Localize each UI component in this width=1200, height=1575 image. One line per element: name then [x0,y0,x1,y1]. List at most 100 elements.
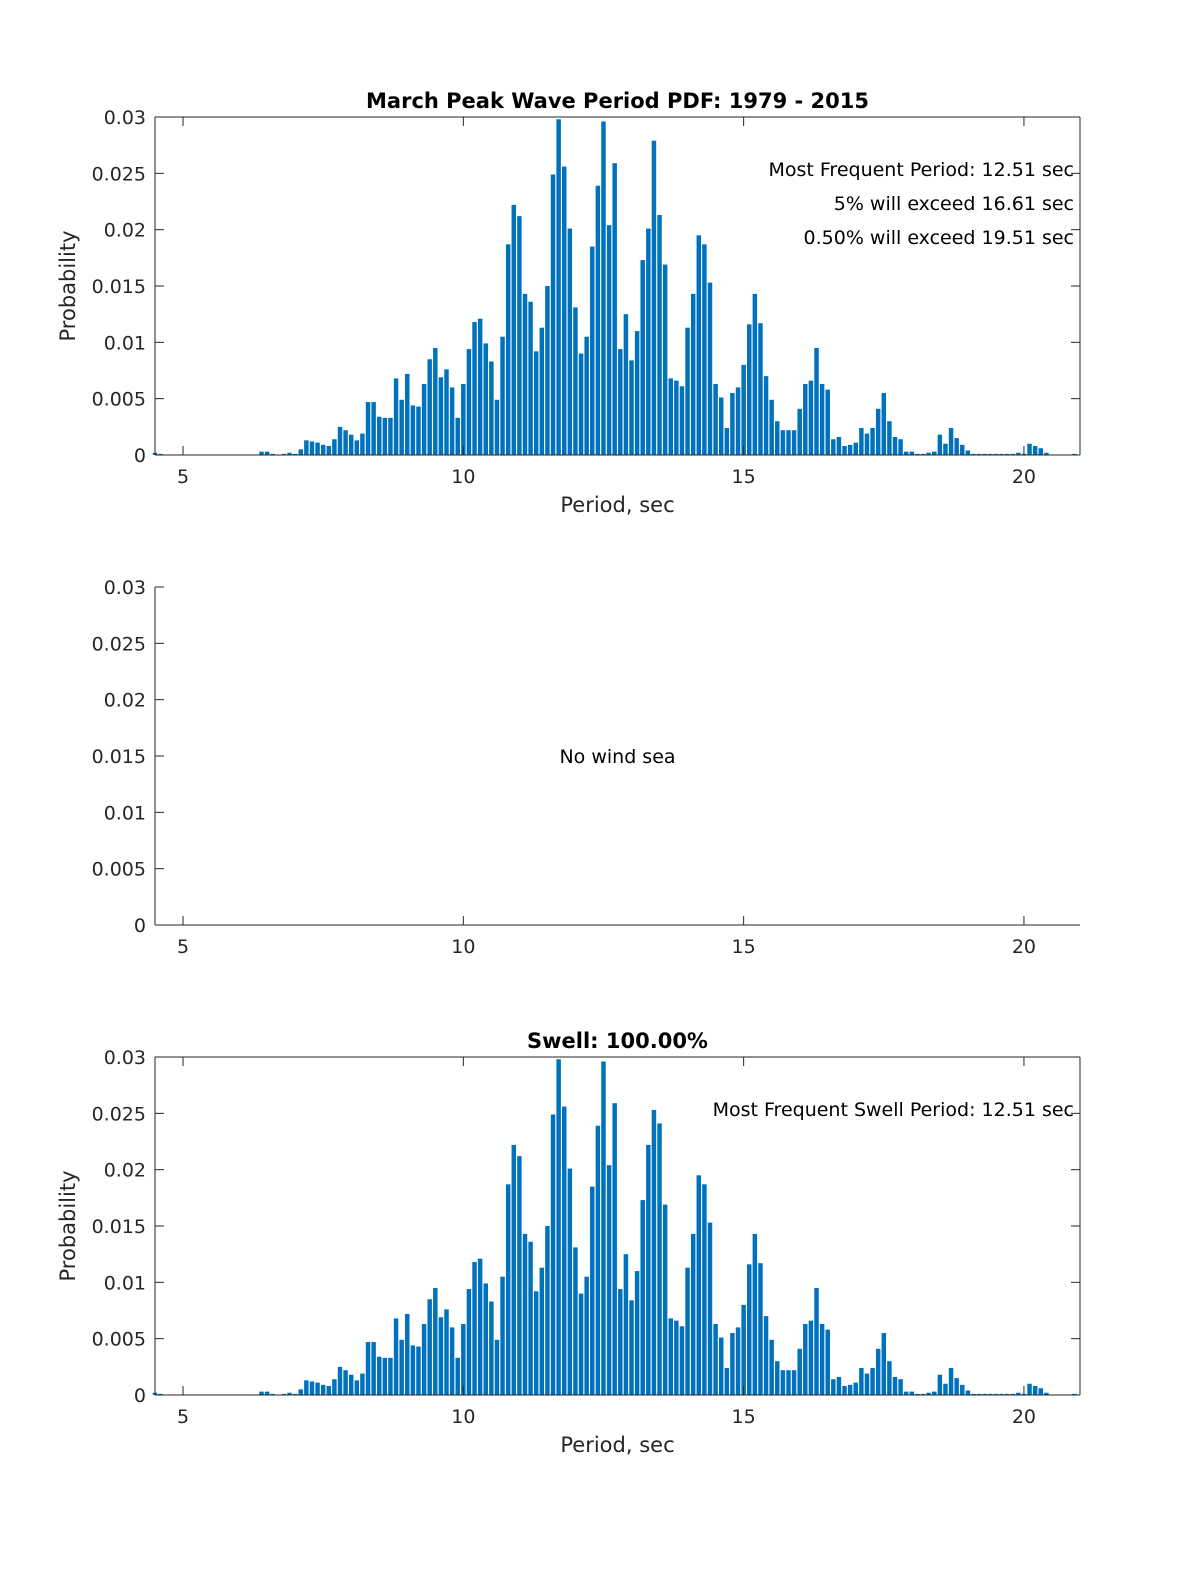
bar [590,1186,595,1395]
bar [399,1339,404,1395]
y-axis-label: Probability [56,230,80,341]
annotation-text: Most Frequent Swell Period: 12.51 sec [713,1099,1074,1121]
bar [634,1271,640,1395]
bar [831,439,836,455]
bar [410,405,416,455]
bar [993,1393,999,1395]
bar [337,426,343,455]
bar [505,244,511,455]
bar [158,453,163,455]
bar [416,406,421,455]
bar [831,1379,836,1395]
bar [932,451,937,455]
bar [1027,443,1032,455]
bar [416,1346,421,1395]
bar [707,282,713,455]
bar [786,1370,791,1395]
bar [505,1184,511,1395]
bar [735,387,741,455]
bar [640,260,645,455]
no-data-message: No wind sea [559,746,675,768]
y-tick-label: 0 [134,1385,146,1407]
bar [494,399,500,455]
bar [747,324,752,455]
x-tick-label: 20 [1012,1406,1036,1428]
y-tick-label: 0.005 [92,389,146,411]
bar [304,440,309,455]
bar [259,1391,264,1395]
bar [292,1393,298,1395]
bar [309,1381,315,1395]
bar [545,286,550,455]
y-tick-label: 0.015 [92,1216,146,1238]
bar [326,445,332,455]
bar [590,246,595,455]
bar [489,1301,494,1395]
bar [494,1339,500,1395]
bar [1032,1385,1038,1395]
annotation-text: Most Frequent Period: 12.51 sec [768,159,1074,181]
bar [354,440,360,455]
bar [315,442,320,455]
bar [657,215,662,455]
bar [881,393,887,455]
bar [371,402,376,455]
bar [377,1356,382,1395]
bar [567,1168,573,1395]
bar [724,427,730,455]
bar [315,1382,320,1395]
bar [343,1370,348,1395]
bar [887,421,892,455]
bar [601,121,606,455]
bar [646,1144,651,1395]
panel-swell: 0 0.005 0.01 0.015 0.02 0.025 0.03 5 10 15 20 Swell… [56,1029,1081,1457]
bar [578,1293,584,1395]
bar [461,384,466,455]
bar [595,185,601,456]
bar [943,1383,948,1395]
bar [915,453,920,455]
bar [870,427,875,455]
bar [287,1392,292,1395]
bar [702,244,707,455]
bar [718,397,724,455]
bar [612,163,617,455]
bar [158,1393,163,1395]
bar [584,1276,589,1395]
bar [960,444,965,455]
bar [948,1367,954,1395]
bar [780,430,786,455]
bar [618,349,623,455]
bar [937,434,943,455]
y-tick-label: 0 [134,915,146,937]
bar [758,323,763,455]
y-tick-label: 0.03 [104,1047,146,1069]
y-tick-label: 0.02 [104,220,146,242]
bar [791,1370,797,1395]
bar [343,430,348,455]
bar [405,1313,410,1395]
bar [898,439,903,455]
bar [421,1324,427,1395]
bar [556,1059,561,1395]
bar [461,1324,466,1395]
bar [567,228,573,455]
bar [903,1391,909,1395]
bar-series [152,1059,1077,1395]
bar [309,441,315,455]
y-axis-label: Probability [56,1170,80,1281]
bar [1010,453,1015,455]
bar [718,1337,724,1395]
bar [892,1376,898,1395]
y-tick-label: 0.01 [104,332,146,354]
bar [634,331,640,455]
bar [690,1233,696,1395]
bar [427,359,432,455]
bar [438,377,444,455]
bar [606,225,612,455]
bar [393,378,399,455]
y-tick-label: 0.01 [104,802,146,824]
bar [444,369,449,455]
bar [758,1263,763,1395]
y-tick-label: 0.02 [104,1160,146,1182]
